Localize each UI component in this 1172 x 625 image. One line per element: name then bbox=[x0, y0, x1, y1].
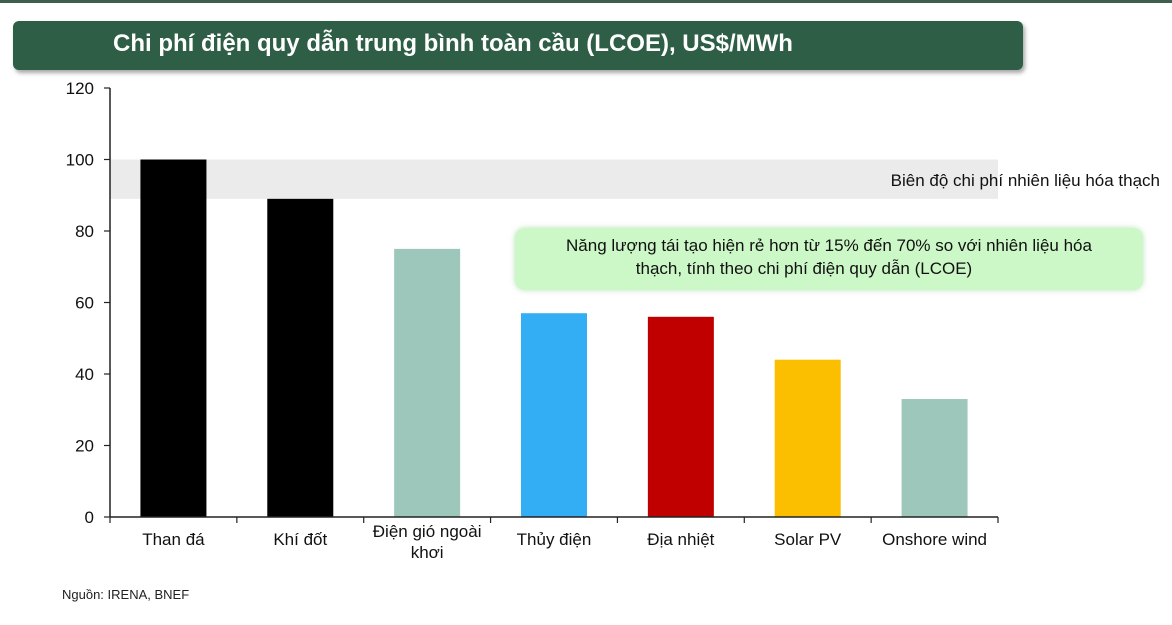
x-tick-label: Than đá bbox=[142, 530, 205, 549]
x-tick-label: Thủy điện bbox=[517, 530, 592, 549]
y-tick-label: 100 bbox=[66, 151, 94, 170]
callout-box: Năng lượng tái tạo hiện rẻ hơn từ 15% đế… bbox=[515, 228, 1143, 290]
callout-line-1: Năng lượng tái tạo hiện rẻ hơn từ 15% đế… bbox=[566, 236, 1092, 255]
x-tick-label: Onshore wind bbox=[882, 530, 987, 549]
top-rule bbox=[0, 0, 1172, 3]
x-tick-label: Khí đốt bbox=[273, 530, 327, 549]
source-note: Nguồn: IRENA, BNEF bbox=[62, 587, 190, 602]
y-tick-label: 60 bbox=[75, 294, 94, 313]
bar-7 bbox=[901, 399, 968, 517]
x-tick-label: Điện gió ngoài khơi bbox=[373, 522, 482, 562]
bar-1 bbox=[140, 159, 207, 517]
bar-6 bbox=[774, 359, 841, 517]
fossil-cost-band bbox=[110, 159, 998, 199]
y-tick-label: 80 bbox=[75, 222, 94, 241]
bar-4 bbox=[521, 313, 587, 517]
x-tick-label: Địa nhiệt bbox=[647, 530, 714, 549]
band-label: Biên độ chi phí nhiên liệu hóa thạch bbox=[891, 171, 1160, 190]
bar-3 bbox=[394, 248, 461, 517]
y-tick-label: 0 bbox=[85, 508, 94, 527]
x-tick-label: Solar PV bbox=[774, 530, 842, 549]
bar-2 bbox=[267, 198, 334, 517]
y-tick-label: 120 bbox=[66, 79, 94, 98]
callout-line-2: thạch, tính theo chi phí điện quy dẫn (L… bbox=[635, 259, 973, 278]
title-banner: Chi phí điện quy dẫn trung bình toàn cầu… bbox=[13, 21, 1023, 70]
y-tick-label: 40 bbox=[75, 365, 94, 384]
bar-5 bbox=[647, 316, 714, 517]
chart-title: Chi phí điện quy dẫn trung bình toàn cầu… bbox=[113, 30, 793, 57]
y-tick-label: 20 bbox=[75, 437, 94, 456]
